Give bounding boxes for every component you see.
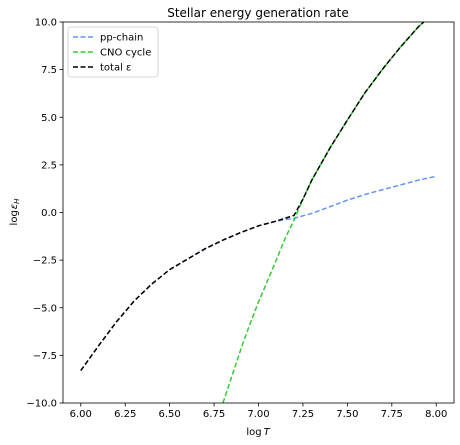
legend-box <box>67 26 159 78</box>
legend-label: total ε <box>100 63 131 74</box>
y-tick-label: 7.5 <box>41 65 57 76</box>
legend-label: CNO cycle <box>100 48 151 59</box>
series-line-0 <box>80 175 437 372</box>
series-layer <box>80 22 437 403</box>
y-tick-label: −7.5 <box>33 351 57 362</box>
y-tick-label: 0.0 <box>41 208 57 219</box>
x-tick-label: 6.75 <box>203 409 225 420</box>
y-tick-label: 10.0 <box>35 18 57 29</box>
y-axis-label: logεH <box>9 198 21 226</box>
y-axis: −10.0 −7.5 −5.0 −2.5 0.0 2.5 5.0 7.5 10.0 <box>26 18 63 410</box>
x-tick-label: 8.00 <box>425 409 447 420</box>
x-tick-label: 7.00 <box>247 409 269 420</box>
x-tick-label: 7.75 <box>381 409 403 420</box>
x-tick-label: 6.25 <box>114 409 136 420</box>
chart-title: Stellar energy generation rate <box>167 6 349 20</box>
x-tick-label: 6.50 <box>159 409 181 420</box>
series-line-1 <box>222 22 425 403</box>
y-tick-label: −2.5 <box>33 256 57 267</box>
legend-label: pp-chain <box>100 33 143 44</box>
x-tick-label: 7.25 <box>292 409 314 420</box>
plot-frame <box>62 21 455 404</box>
x-tick-label: 6.00 <box>70 409 92 420</box>
legend: pp-chain CNO cycle total ε <box>67 26 159 78</box>
y-tick-label: 5.0 <box>41 113 57 124</box>
y-tick-label: −10.0 <box>26 399 57 410</box>
x-axis-label: log T <box>246 427 270 438</box>
x-tick-label: 7.50 <box>336 409 358 420</box>
y-tick-label: −5.0 <box>33 303 57 314</box>
x-axis: 6.00 6.25 6.50 6.75 7.00 7.25 7.50 7.75 8.00 <box>70 403 447 420</box>
y-tick-label: 2.5 <box>41 160 57 171</box>
series-line-2 <box>80 22 425 372</box>
